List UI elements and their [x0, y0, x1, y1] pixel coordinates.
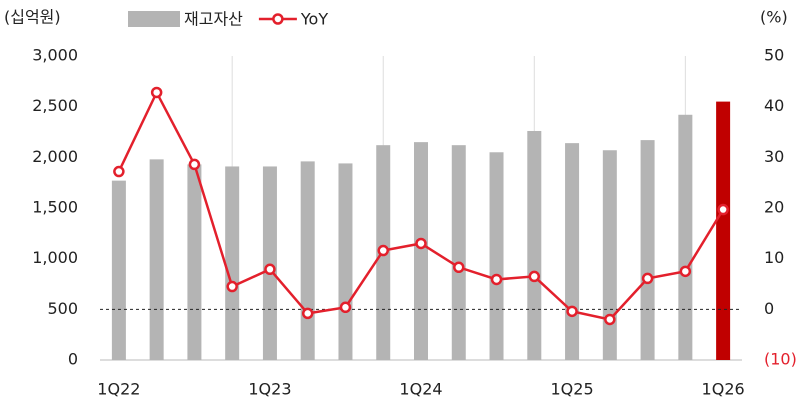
bar — [300, 161, 315, 360]
y-tick-label: 3,000 — [32, 46, 78, 65]
bar — [640, 140, 655, 360]
y-axis-label: (십억원) — [4, 8, 61, 27]
line-marker — [604, 313, 616, 326]
line-marker — [188, 158, 201, 171]
bar — [111, 180, 126, 360]
line-marker — [490, 273, 503, 286]
legend-swatch — [128, 11, 180, 27]
bar — [338, 163, 353, 360]
line-marker — [641, 272, 654, 285]
y-tick-label: 2,500 — [32, 96, 78, 115]
line-marker — [150, 86, 163, 99]
line-marker — [377, 244, 389, 257]
bar — [678, 114, 693, 360]
line-marker — [566, 305, 578, 318]
y2-tick-label: 50 — [764, 46, 784, 65]
bar — [187, 164, 202, 360]
y2-tick-label: (10) — [764, 350, 797, 369]
bar — [414, 142, 428, 360]
line-marker — [717, 203, 729, 216]
legend-swatch — [272, 13, 284, 25]
bar — [602, 150, 617, 360]
line-marker — [264, 263, 276, 276]
x-tick-label: 1Q25 — [550, 380, 593, 399]
bar — [565, 143, 580, 360]
line-marker — [453, 261, 465, 274]
x-tick-label: 1Q24 — [399, 380, 442, 399]
y2-tick-label: 30 — [764, 147, 784, 166]
legend-label: 재고자산 — [184, 10, 243, 29]
x-tick-label: 1Q23 — [248, 380, 291, 399]
line-marker — [339, 301, 352, 314]
bar — [149, 159, 164, 360]
y2-tick-label: 10 — [764, 248, 784, 267]
line-marker — [415, 237, 427, 250]
y-tick-label: 0 — [68, 350, 78, 369]
x-tick-label: 1Q26 — [702, 380, 745, 399]
bar — [489, 152, 504, 360]
legend-label: YoY — [300, 10, 328, 29]
line-marker — [528, 270, 541, 283]
y-tick-label: 2,000 — [32, 147, 78, 166]
y2-tick-label: 20 — [764, 198, 784, 217]
line-marker — [226, 280, 238, 293]
line-marker — [301, 307, 314, 320]
y2-tick-label: 0 — [764, 299, 774, 318]
y2-axis-label: (%) — [760, 8, 788, 27]
y-tick-label: 500 — [47, 299, 78, 318]
y-tick-label: 1,000 — [32, 248, 78, 267]
y2-tick-label: 40 — [764, 96, 784, 115]
bar — [262, 166, 277, 360]
x-tick-label: 1Q22 — [97, 380, 140, 399]
y-tick-label: 1,500 — [32, 198, 78, 217]
bar — [716, 101, 731, 360]
bar — [527, 130, 542, 360]
line-marker — [679, 265, 692, 278]
line-marker — [113, 165, 125, 178]
bar — [225, 166, 240, 360]
bar — [451, 145, 466, 360]
